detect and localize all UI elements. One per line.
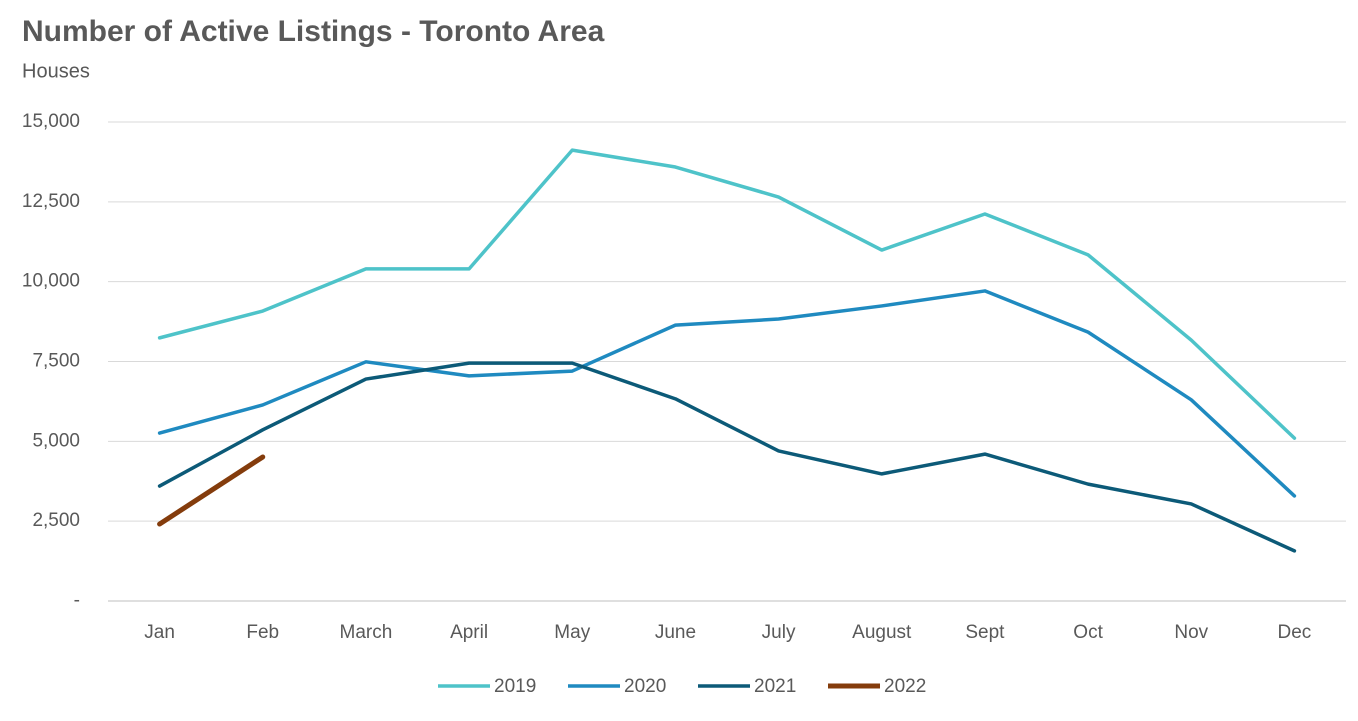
- x-tick-label: Oct: [1073, 622, 1103, 643]
- x-tick-label: Feb: [246, 622, 279, 643]
- legend-label: 2020: [624, 676, 666, 697]
- y-tick-label: 10,000: [22, 271, 80, 292]
- x-tick-label: May: [554, 622, 590, 643]
- y-tick-label: 12,500: [22, 191, 80, 212]
- x-tick-label: Sept: [965, 622, 1005, 643]
- x-tick-label: Dec: [1278, 622, 1312, 643]
- series-line: [157, 148, 1297, 440]
- y-tick-label: 5,000: [32, 430, 80, 451]
- legend-label: 2021: [754, 676, 796, 697]
- series-line: [157, 454, 266, 527]
- chart-subtitle: Houses: [22, 60, 90, 82]
- y-tick-label: 15,000: [22, 111, 80, 132]
- x-tick-label: August: [852, 622, 912, 643]
- legend-label: 2022: [884, 676, 926, 697]
- x-tick-label: Nov: [1174, 622, 1208, 643]
- series-line: [157, 289, 1297, 498]
- x-tick-label: June: [655, 622, 696, 643]
- chart-title: Number of Active Listings - Toronto Area: [22, 15, 605, 48]
- x-tick-label: April: [450, 622, 488, 643]
- legend-label: 2019: [494, 676, 536, 697]
- series-line: [157, 361, 1297, 553]
- y-tick-label: 2,500: [32, 510, 80, 531]
- y-tick-label: -: [74, 590, 80, 611]
- x-tick-label: Jan: [144, 622, 175, 643]
- x-tick-label: July: [762, 622, 796, 643]
- x-tick-label: March: [340, 622, 393, 643]
- y-tick-label: 7,500: [32, 351, 80, 372]
